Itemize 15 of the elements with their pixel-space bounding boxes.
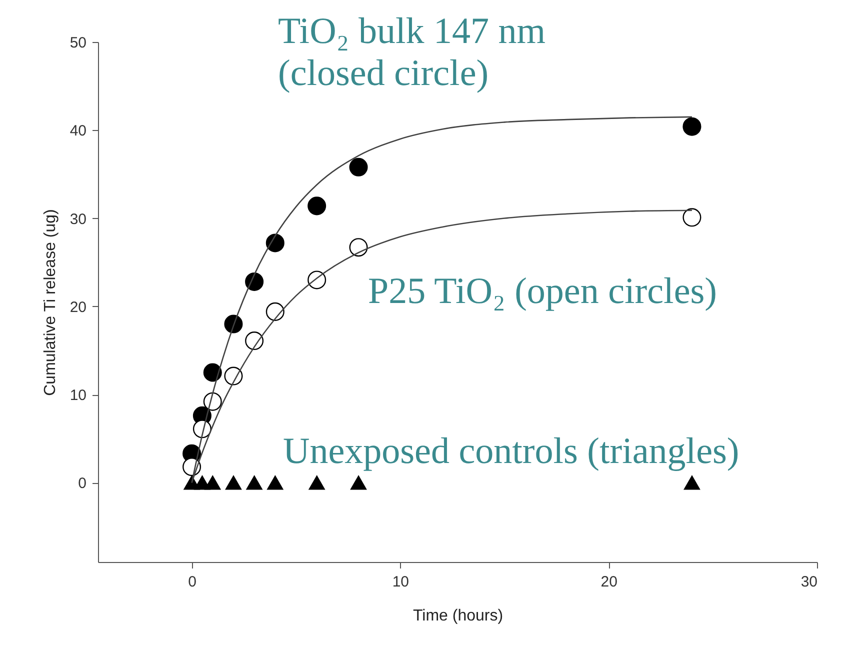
x-tick-label: 30 [800, 574, 818, 590]
y-tick-label: 10 [70, 387, 86, 404]
x-axis-title: Time (hours) [412, 608, 504, 624]
y-tick-label: 30 [70, 210, 86, 228]
y-tick-label: 0 [78, 475, 86, 492]
y-tick-label: 20 [70, 298, 86, 316]
y-tick-label: 40 [70, 122, 86, 140]
x-tick-label: 10 [392, 574, 410, 590]
y-tick-label: 50 [70, 34, 86, 52]
x-tick-label: 0 [188, 574, 196, 590]
series-label: Unexposed controls (triangles) [283, 431, 740, 472]
y-axis-title: Cumulative Ti release (ug) [42, 209, 59, 396]
series-label: P25 TiO₂ (open circles) [368, 271, 717, 312]
text: TiO₂ bulk 147 nm (closed circle) [278, 11, 546, 94]
x-tick-label: 20 [600, 574, 618, 590]
